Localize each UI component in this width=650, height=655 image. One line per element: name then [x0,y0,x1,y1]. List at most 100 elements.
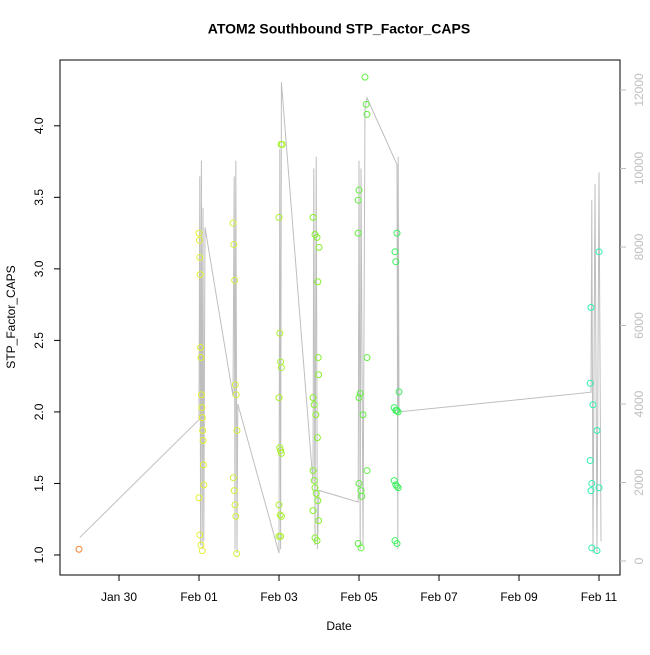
point [309,394,317,402]
x-tick-label: Feb 03 [260,590,298,604]
point [199,437,207,445]
point [275,394,283,402]
point [315,243,323,251]
y2-tick-label: 4000 [632,390,646,417]
point [310,401,318,409]
chart-title: ATOM2 Southbound STP_Factor_CAPS [208,21,470,37]
point [277,512,285,520]
y-tick-label: 3.0 [32,260,46,277]
point [309,467,317,475]
point [393,229,401,237]
y2-tick-label: 0 [632,557,646,564]
point [275,501,283,509]
x-tick-label: Feb 07 [420,590,458,604]
point [595,484,603,492]
point [587,303,595,311]
point [277,449,285,457]
point [363,467,371,475]
y2-tick-label: 10000 [632,151,646,185]
x-axis-label: Date [326,619,352,633]
point [231,501,239,509]
point [593,427,601,435]
point [277,447,285,455]
point [390,477,398,485]
point [231,381,239,389]
x-tick-label: Jan 30 [101,590,137,604]
point [355,479,363,487]
point [393,482,401,490]
point [393,540,401,548]
point [586,457,594,465]
point [198,414,206,422]
x-tick-label: Feb 01 [180,590,218,604]
point [233,427,241,435]
y-axis-label: STP_Factor_CAPS [4,265,18,368]
point [363,354,371,362]
point [230,487,238,495]
point [277,532,285,540]
point [196,253,204,261]
point [586,379,594,387]
y-tick-label: 3.5 [32,189,46,206]
point [314,354,322,362]
point [309,213,317,221]
point [198,404,206,412]
point [310,477,318,485]
point [313,434,321,442]
point [199,461,207,469]
point [393,406,401,414]
point [229,219,237,227]
point [363,110,371,118]
y-tick-label: 4.0 [32,117,46,134]
point [587,487,595,495]
point [394,408,402,416]
point [233,550,241,558]
point [362,100,370,108]
point [355,186,363,194]
plot-box [59,59,621,576]
point [355,394,363,402]
point [588,479,596,487]
y2-tick-label: 12000 [632,73,646,107]
x-tick-label: Feb 11 [581,590,618,604]
point [199,427,207,435]
point [200,481,208,489]
point [313,537,321,545]
point [276,511,284,519]
point [359,411,367,419]
point [313,233,321,241]
point [231,276,239,284]
point [395,388,403,396]
y-tick-label: 1.0 [32,546,46,563]
point [232,391,240,399]
point [357,544,365,552]
point [314,497,322,505]
point [198,547,206,555]
x-tick-label: Feb 09 [500,590,538,604]
y-tick-label: 2.0 [32,403,46,420]
point [230,241,238,249]
point [229,474,237,482]
point [394,484,402,492]
point [392,258,400,266]
point [277,364,285,372]
point [589,401,597,409]
point [354,196,362,204]
point [354,229,362,237]
y-tick-label: 1.5 [32,475,46,492]
point [197,354,205,362]
point [315,371,323,379]
point [197,391,205,399]
point [315,517,323,525]
y2-tick-label: 6000 [632,312,646,339]
point [197,344,205,352]
point [312,489,320,497]
point [195,236,203,244]
point [309,507,317,515]
y-tick-label: 2.5 [32,332,46,349]
point [195,494,203,502]
point [196,271,204,279]
x-tick-label: Feb 05 [340,590,378,604]
